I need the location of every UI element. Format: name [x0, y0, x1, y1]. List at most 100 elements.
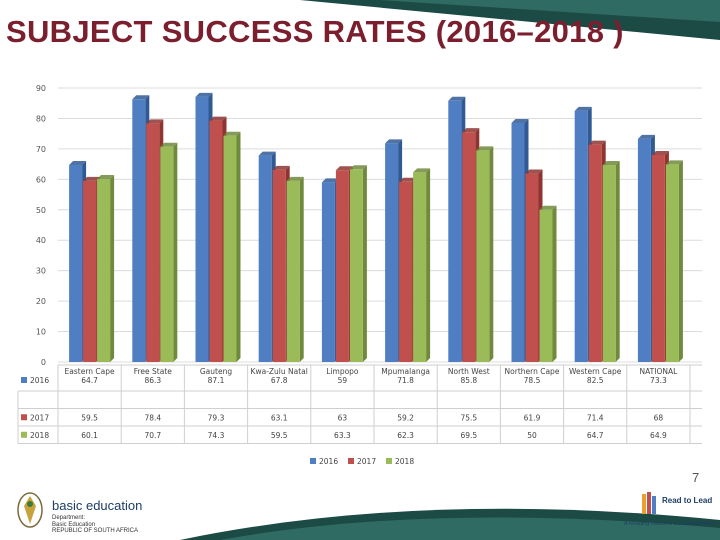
x-tick-label: Western Cape: [569, 367, 622, 376]
x-tick-label: Free State: [134, 367, 173, 376]
bar-top-2018: [539, 205, 557, 210]
x-tick-label: Eastern Cape: [65, 367, 115, 376]
x-tick-label: Gauteng: [200, 367, 232, 376]
data-label: 59: [338, 376, 348, 385]
bar-top-2017: [83, 176, 101, 181]
data-label: 71.8: [397, 376, 414, 385]
y-tick-label: 0: [41, 358, 46, 367]
top-band: [0, 0, 720, 62]
data-label: 74.3: [208, 431, 225, 440]
y-tick-label: 30: [36, 267, 46, 276]
data-label: 78.4: [144, 413, 161, 422]
bar-2018: [286, 180, 300, 362]
bar-2018: [665, 164, 679, 362]
x-tick-label: Mpumalanga: [381, 367, 430, 376]
bar-side-2018: [362, 165, 367, 362]
footer-band: [180, 508, 720, 540]
bar-side-2018: [236, 131, 241, 362]
data-label: 78.5: [524, 376, 541, 385]
bar-top-2017: [588, 140, 606, 145]
legend-entry: 2018: [395, 457, 414, 466]
y-tick-label: 90: [36, 84, 46, 93]
bar-top-2018: [476, 146, 494, 151]
bar-2018: [602, 165, 616, 362]
bar-2017: [525, 173, 539, 362]
bar-top-2017: [651, 150, 669, 155]
bar-top-2016: [69, 161, 87, 166]
series-label: 2017: [30, 413, 49, 422]
data-label: 63: [338, 413, 348, 422]
org-sub-line: Department:: [52, 515, 86, 521]
bar-top-2018: [286, 176, 304, 181]
top-band-light: [380, 0, 720, 22]
bar-side-2018: [299, 176, 304, 362]
bar-2017: [146, 123, 160, 362]
bar-top-2017: [335, 166, 353, 171]
bar-2018: [349, 169, 363, 362]
legend-key-2017: [21, 414, 27, 421]
coat-of-arms-icon: [17, 492, 43, 528]
bar-top-2016: [321, 178, 339, 183]
bar-top-2017: [525, 169, 543, 174]
y-tick-label: 50: [36, 206, 46, 215]
x-tick-label: Northern Cape: [505, 367, 560, 376]
legend-entry: 2016: [319, 457, 338, 466]
x-tick-label: Limpopo: [326, 367, 359, 376]
data-label: 85.8: [460, 376, 477, 385]
data-label: 75.5: [460, 413, 477, 422]
bar-2017: [462, 132, 476, 362]
data-label: 64.9: [650, 431, 667, 440]
y-tick-label: 60: [36, 175, 46, 184]
data-label: 64.7: [587, 431, 604, 440]
data-label: 59.5: [81, 413, 98, 422]
bar-side-2018: [426, 168, 431, 362]
data-label: 50: [527, 431, 537, 440]
campaign-title: Read to Lead: [662, 496, 713, 505]
bar-2016: [385, 143, 399, 362]
org-subtitle: Department: Basic Education REPUBLIC OF …: [52, 515, 138, 535]
data-label: 63.1: [271, 413, 288, 422]
data-label: 86.3: [144, 376, 161, 385]
data-label: 70.7: [144, 431, 161, 440]
bar-top-2018: [602, 161, 620, 166]
data-label: 59.5: [271, 431, 288, 440]
legend-key-2018: [21, 431, 27, 438]
data-label: 87.1: [208, 376, 225, 385]
bar-top-2018: [160, 142, 178, 147]
bar-top-2016: [385, 139, 403, 144]
bar-side-2018: [678, 160, 683, 362]
bar-2017: [209, 120, 223, 362]
data-label: 62.3: [397, 431, 414, 440]
y-tick-label: 10: [36, 328, 46, 337]
series-label: 2018: [30, 431, 49, 440]
page-number: 7: [692, 470, 700, 485]
bar-chart: 0 10 20 30 40 50 60 70 80 90 Eastern Cape Free Stat…: [17, 84, 702, 466]
bar-top-2017: [462, 128, 480, 133]
bar-top-2016: [511, 119, 529, 124]
data-label: 73.3: [650, 376, 667, 385]
bar-2018: [97, 179, 111, 362]
bar-2018: [539, 209, 553, 362]
data-label: 63.3: [334, 431, 351, 440]
bar-2018: [160, 146, 174, 362]
legend-swatch-2017: [348, 458, 354, 464]
bar-top-2017: [272, 165, 290, 170]
bar-side-2018: [173, 142, 178, 362]
bar-2016: [574, 110, 588, 362]
x-tick-label: NATIONAL: [640, 367, 679, 376]
x-tick-label: Kwa-Zulu Natal: [251, 367, 308, 376]
bar-2017: [83, 180, 97, 362]
slide-title: SUBJECT SUCCESS RATES (2016–2018 ): [6, 14, 624, 49]
bar-2017: [335, 170, 349, 362]
legend-entry: 2017: [357, 457, 376, 466]
bar-top-2016: [574, 106, 592, 111]
bar-top-2017: [146, 119, 164, 124]
bar-2016: [195, 96, 209, 362]
read-to-lead-logo-icon: [642, 492, 656, 514]
y-tick-label: 70: [36, 145, 46, 154]
legend-swatch-2018: [386, 458, 392, 464]
bar-top-2016: [258, 151, 276, 156]
bar-2016: [511, 123, 525, 362]
bar-top-2018: [413, 168, 431, 173]
bar-2016: [637, 138, 651, 362]
